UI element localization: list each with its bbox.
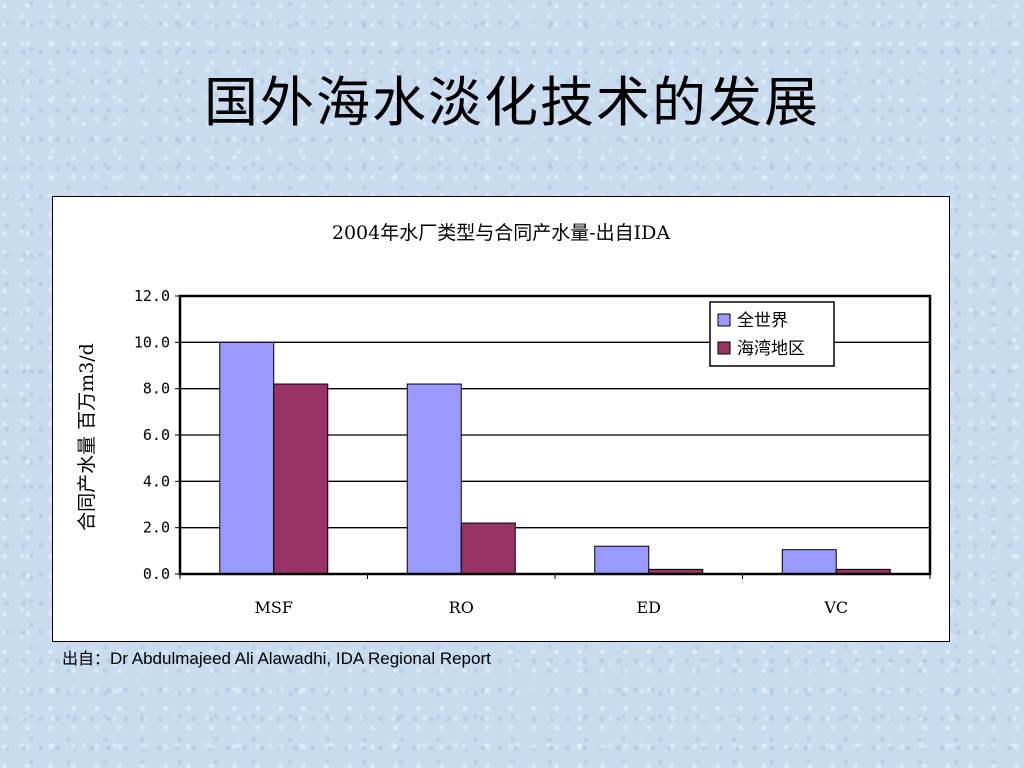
bar-msf-series-2 <box>273 383 329 575</box>
bar-msf-series-1 <box>219 341 275 575</box>
y-tick-label: 8.0 <box>143 380 170 398</box>
bars <box>219 341 891 575</box>
legend-swatch <box>717 313 731 327</box>
y-tick-label: 6.0 <box>143 426 170 444</box>
x-tick-label: ED <box>636 598 661 617</box>
plot-area-border <box>178 294 932 576</box>
legend-label: 海湾地区 <box>737 339 805 359</box>
x-tick-label: RO <box>449 598 474 617</box>
legend-label: 全世界 <box>737 311 788 331</box>
slide-title: 国外海水淡化技术的发展 <box>204 71 820 134</box>
legend-swatch <box>717 341 731 355</box>
y-axis-label: 合同产水量 百万m3/d <box>76 343 98 531</box>
chart-title: 2004年水厂类型与合同产水量-出自IDA <box>332 222 671 244</box>
bar-vc-series-1 <box>781 549 837 575</box>
y-tick-label: 2.0 <box>143 519 170 537</box>
y-tick-label: 4.0 <box>143 472 170 490</box>
axes: 0.0 2.0 4.0 6.0 8.0 10.0 12.0 MSF RO ED VC <box>134 287 932 617</box>
x-tick-label: VC <box>823 598 848 617</box>
source-text: Dr Abdulmajeed Ali Alawadhi, IDA Regiona… <box>110 649 491 668</box>
y-tick-label: 12.0 <box>134 287 170 305</box>
x-tick-label: MSF <box>255 598 293 617</box>
chart-frame: 2004年水厂类型与合同产水量-出自IDA 合同产水量 百万m3/d 0.0 2.… <box>52 196 950 642</box>
y-tick-label: 0.0 <box>143 565 170 583</box>
bar-ro-series-1 <box>406 383 462 575</box>
bar-ro-series-2 <box>460 522 516 575</box>
bar-ed-series-1 <box>594 545 650 575</box>
source-citation: 出自：Dr Abdulmajeed Ali Alawadhi, IDA Regi… <box>62 645 491 669</box>
y-tick-label: 10.0 <box>134 333 170 351</box>
legend-box <box>709 301 835 367</box>
source-prefix: 出自： <box>62 649 111 668</box>
bar-chart: 2004年水厂类型与合同产水量-出自IDA 合同产水量 百万m3/d 0.0 2.… <box>76 222 932 617</box>
